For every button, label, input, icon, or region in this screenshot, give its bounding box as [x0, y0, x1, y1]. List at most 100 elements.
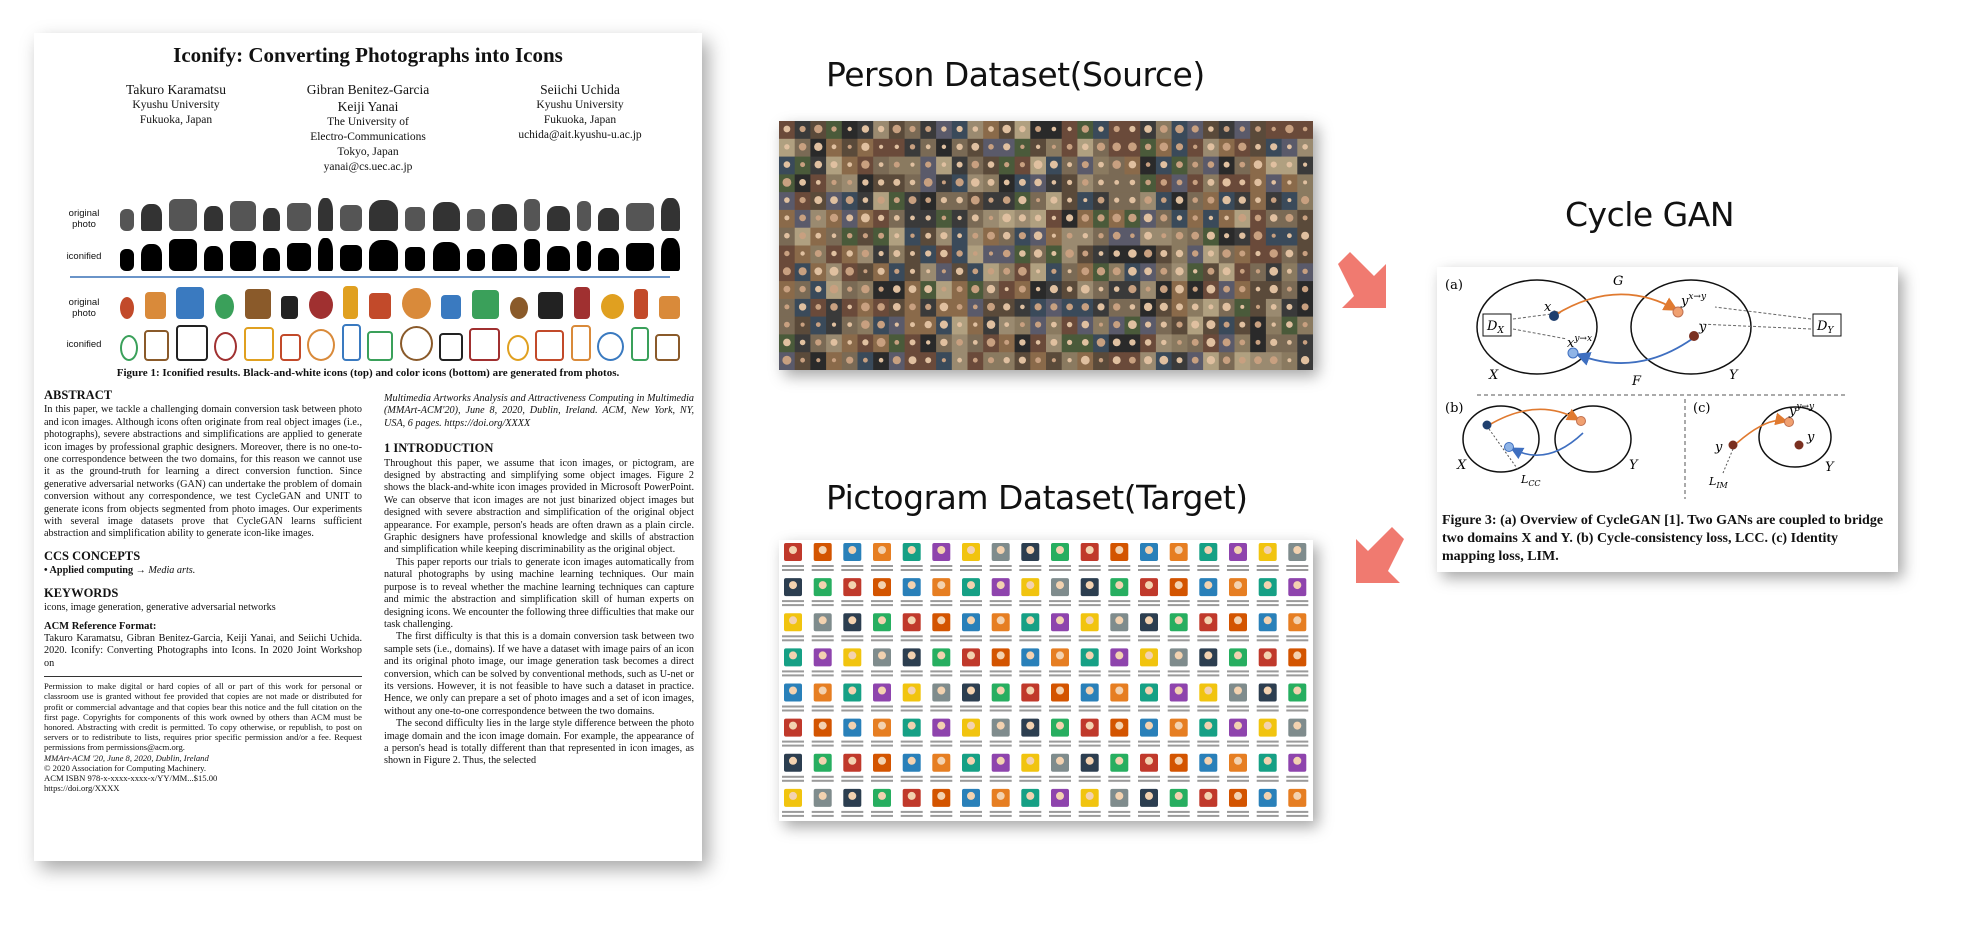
pictogram-filename — [960, 600, 982, 603]
pictogram-head — [907, 791, 916, 800]
pictogram-filename — [1197, 814, 1220, 817]
photo-tile-figure — [1050, 338, 1058, 346]
photo-thumbnail — [405, 207, 426, 231]
pictogram-head — [1263, 721, 1272, 730]
pictogram-head — [1056, 546, 1064, 554]
pictogram-filename — [1167, 810, 1190, 813]
photo-tile-figure — [971, 142, 980, 151]
pictogram-head — [1145, 791, 1153, 800]
photo-tile-figure — [956, 286, 963, 293]
pictogram-head — [878, 581, 886, 590]
photo-tile-figure — [815, 232, 822, 239]
icon-thumbnail — [280, 334, 302, 361]
photo-tile-figure — [1018, 266, 1027, 276]
photo-tile-figure — [1223, 285, 1230, 293]
photo-tile-figure — [941, 126, 947, 132]
photo-tile-figure — [1128, 320, 1137, 329]
photo-tile-figure — [1051, 215, 1057, 221]
photo-row-people — [120, 197, 680, 231]
photo-tile-figure — [1222, 267, 1231, 276]
pictogram-filename — [871, 705, 893, 708]
photo-tile-figure — [972, 232, 979, 239]
pictogram-head — [1204, 581, 1213, 590]
pictogram-filename — [930, 600, 953, 603]
photo-tile-figure — [1159, 302, 1168, 311]
photo-tile-figure — [1033, 249, 1043, 258]
photo-tile-figure — [1255, 126, 1261, 132]
photo-tile-figure — [957, 322, 963, 328]
photo-tile-figure — [1301, 285, 1309, 293]
photo-tile-figure — [1096, 338, 1106, 347]
pictogram-filename — [841, 705, 864, 708]
pictogram-filename — [1138, 639, 1160, 642]
pictogram-head — [848, 651, 857, 660]
left-column: ABSTRACT In this paper, we tackle a chal… — [44, 383, 362, 793]
pictogram-head — [907, 721, 916, 730]
photo-tile-figure — [814, 142, 823, 151]
photo-tile-figure — [893, 215, 900, 221]
photo-tile-figure — [830, 196, 838, 204]
pictogram-head — [996, 686, 1005, 695]
photo-thumbnail — [369, 200, 399, 231]
photo-tile-figure — [1222, 338, 1231, 347]
pictogram-filename — [989, 639, 1012, 642]
panel-label-c: (c) — [1693, 401, 1710, 416]
pictogram-filename — [1019, 639, 1042, 642]
pictogram-filename — [1108, 705, 1131, 708]
arrow-to-pictogram-icon — [1356, 527, 1404, 583]
pictogram-filename — [1227, 565, 1249, 567]
photo-tile-figure — [1271, 233, 1276, 238]
photo-tile-figure — [1098, 286, 1104, 292]
photo-tile-figure — [1051, 180, 1057, 185]
photo-tile-figure — [1269, 356, 1278, 365]
photo-tile-figure — [1113, 125, 1120, 133]
photo-tile-figure — [1224, 215, 1229, 221]
photo-tile-figure — [1222, 195, 1231, 205]
photo-tile-figure — [877, 179, 885, 186]
photo-tile-figure — [1066, 214, 1074, 222]
pictogram-filename — [1078, 565, 1101, 567]
photo-tile-figure — [940, 232, 948, 240]
pictogram-head — [1174, 721, 1183, 730]
photo-tile-figure — [784, 250, 790, 257]
photo-tile-figure — [814, 250, 822, 257]
pictogram-head — [937, 791, 946, 800]
pictogram-filename — [841, 744, 864, 747]
pictogram-filename — [900, 565, 923, 567]
photo-tile-figure — [1145, 321, 1152, 328]
pictogram-filename — [1256, 674, 1279, 677]
pictogram-head — [1085, 581, 1094, 590]
photo-tile-figure — [1175, 267, 1184, 276]
photo-tile-figure — [1034, 214, 1042, 222]
pictogram-filename — [811, 670, 834, 673]
photo-tile-figure — [1192, 215, 1198, 221]
photo-tile-figure — [1019, 339, 1026, 346]
pictogram-head — [967, 651, 975, 660]
pictogram-head — [1145, 651, 1153, 660]
figure3-caption: Figure 3: (a) Overview of CycleGAN [1]. … — [1442, 513, 1884, 564]
photo-tile-figure — [829, 266, 839, 276]
icon-thumbnail — [307, 329, 336, 361]
pictogram-head — [789, 756, 797, 765]
pictogram-filename — [1078, 674, 1101, 677]
photo-tile-figure — [1128, 266, 1137, 276]
lcc-pointer — [1488, 428, 1520, 472]
pictogram-head — [1026, 686, 1035, 695]
pictogram-filename — [930, 569, 953, 571]
pictogram-filename — [841, 639, 864, 642]
permission-line: MMArt-ACM '20, June 8, 2020, Dublin, Ire… — [44, 752, 209, 763]
photo-tile-figure — [1192, 161, 1199, 168]
pictogram-head — [1234, 791, 1242, 800]
photo-tile-figure — [1208, 215, 1214, 221]
pictogram-filename — [782, 705, 804, 708]
photo-tile-figure — [783, 161, 791, 168]
photo-tile-figure — [956, 196, 963, 204]
pictogram-filename — [1078, 705, 1101, 708]
pictogram-filename — [900, 705, 923, 708]
photo-tile-figure — [1253, 231, 1263, 241]
photo-tile-figure — [1175, 124, 1184, 134]
photo-tile-figure — [1143, 302, 1153, 312]
photo-tile-figure — [988, 144, 994, 150]
acm-ref-heading: ACM Reference Format: — [44, 620, 157, 632]
b-y-ellipse — [1554, 405, 1632, 473]
